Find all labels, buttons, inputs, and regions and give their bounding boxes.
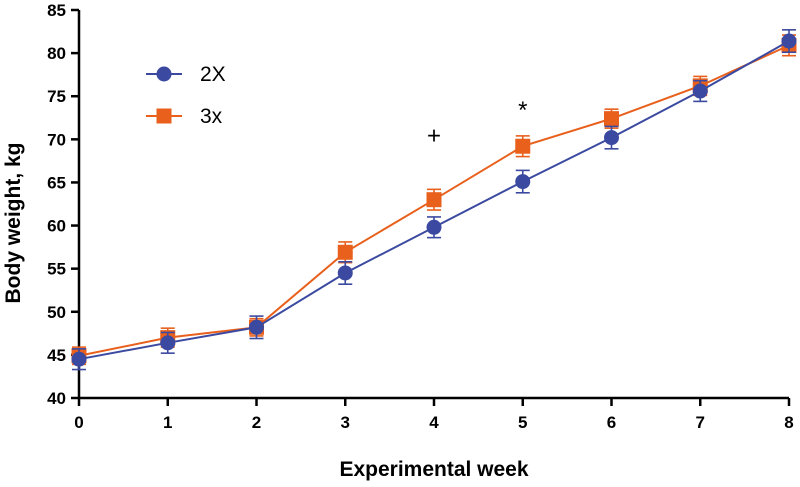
data-point: [160, 335, 176, 351]
x-tick-label: 2: [252, 413, 261, 432]
x-tick-label: 7: [696, 413, 705, 432]
x-tick-label: 0: [74, 413, 83, 432]
x-tick-label: 1: [163, 413, 172, 432]
annotations: +*: [427, 97, 527, 150]
x-tick-label: 5: [518, 413, 527, 432]
data-point: [426, 219, 442, 235]
data-point: [71, 351, 87, 367]
y-tick-label: 45: [47, 346, 66, 365]
y-tick-label: 70: [47, 130, 66, 149]
x-tick-label: 4: [429, 413, 439, 432]
y-tick-label: 75: [47, 87, 66, 106]
data-point: [604, 111, 619, 127]
y-tick-label: 60: [47, 217, 66, 236]
data-point: [249, 319, 264, 335]
series-3x: [71, 34, 797, 366]
significance-marker: *: [518, 97, 527, 124]
legend-label: 2X: [200, 63, 226, 86]
y-tick-label: 85: [47, 1, 66, 20]
y-tick-label: 65: [47, 173, 66, 192]
x-axis-title: Experimental week: [339, 458, 528, 481]
y-axis-title: Body weight, kg: [2, 142, 25, 303]
legend-marker: [156, 108, 172, 124]
significance-marker: +: [427, 123, 441, 150]
legend-entry-3x: 3x: [146, 105, 223, 128]
data-point: [515, 138, 531, 154]
y-tick-label: 50: [47, 303, 66, 322]
series-layer: [71, 29, 797, 371]
x-tick-label: 6: [607, 413, 616, 432]
data-point: [337, 244, 353, 260]
legend: 2X 3x: [146, 63, 226, 128]
data-point: [515, 174, 531, 190]
x-tick-label: 8: [784, 413, 793, 432]
data-point: [604, 130, 619, 146]
y-tick-label: 80: [47, 44, 66, 63]
legend-label: 3x: [200, 105, 223, 128]
legend-entry-2X: 2X: [146, 63, 226, 86]
data-point: [781, 33, 797, 49]
series-2X: [71, 29, 797, 371]
y-tick-label: 55: [47, 260, 66, 279]
legend-marker: [156, 66, 172, 82]
y-tick-label: 40: [47, 389, 66, 408]
data-point: [426, 192, 442, 208]
x-tick-label: 3: [341, 413, 350, 432]
data-point: [337, 265, 353, 281]
data-point: [692, 83, 708, 99]
